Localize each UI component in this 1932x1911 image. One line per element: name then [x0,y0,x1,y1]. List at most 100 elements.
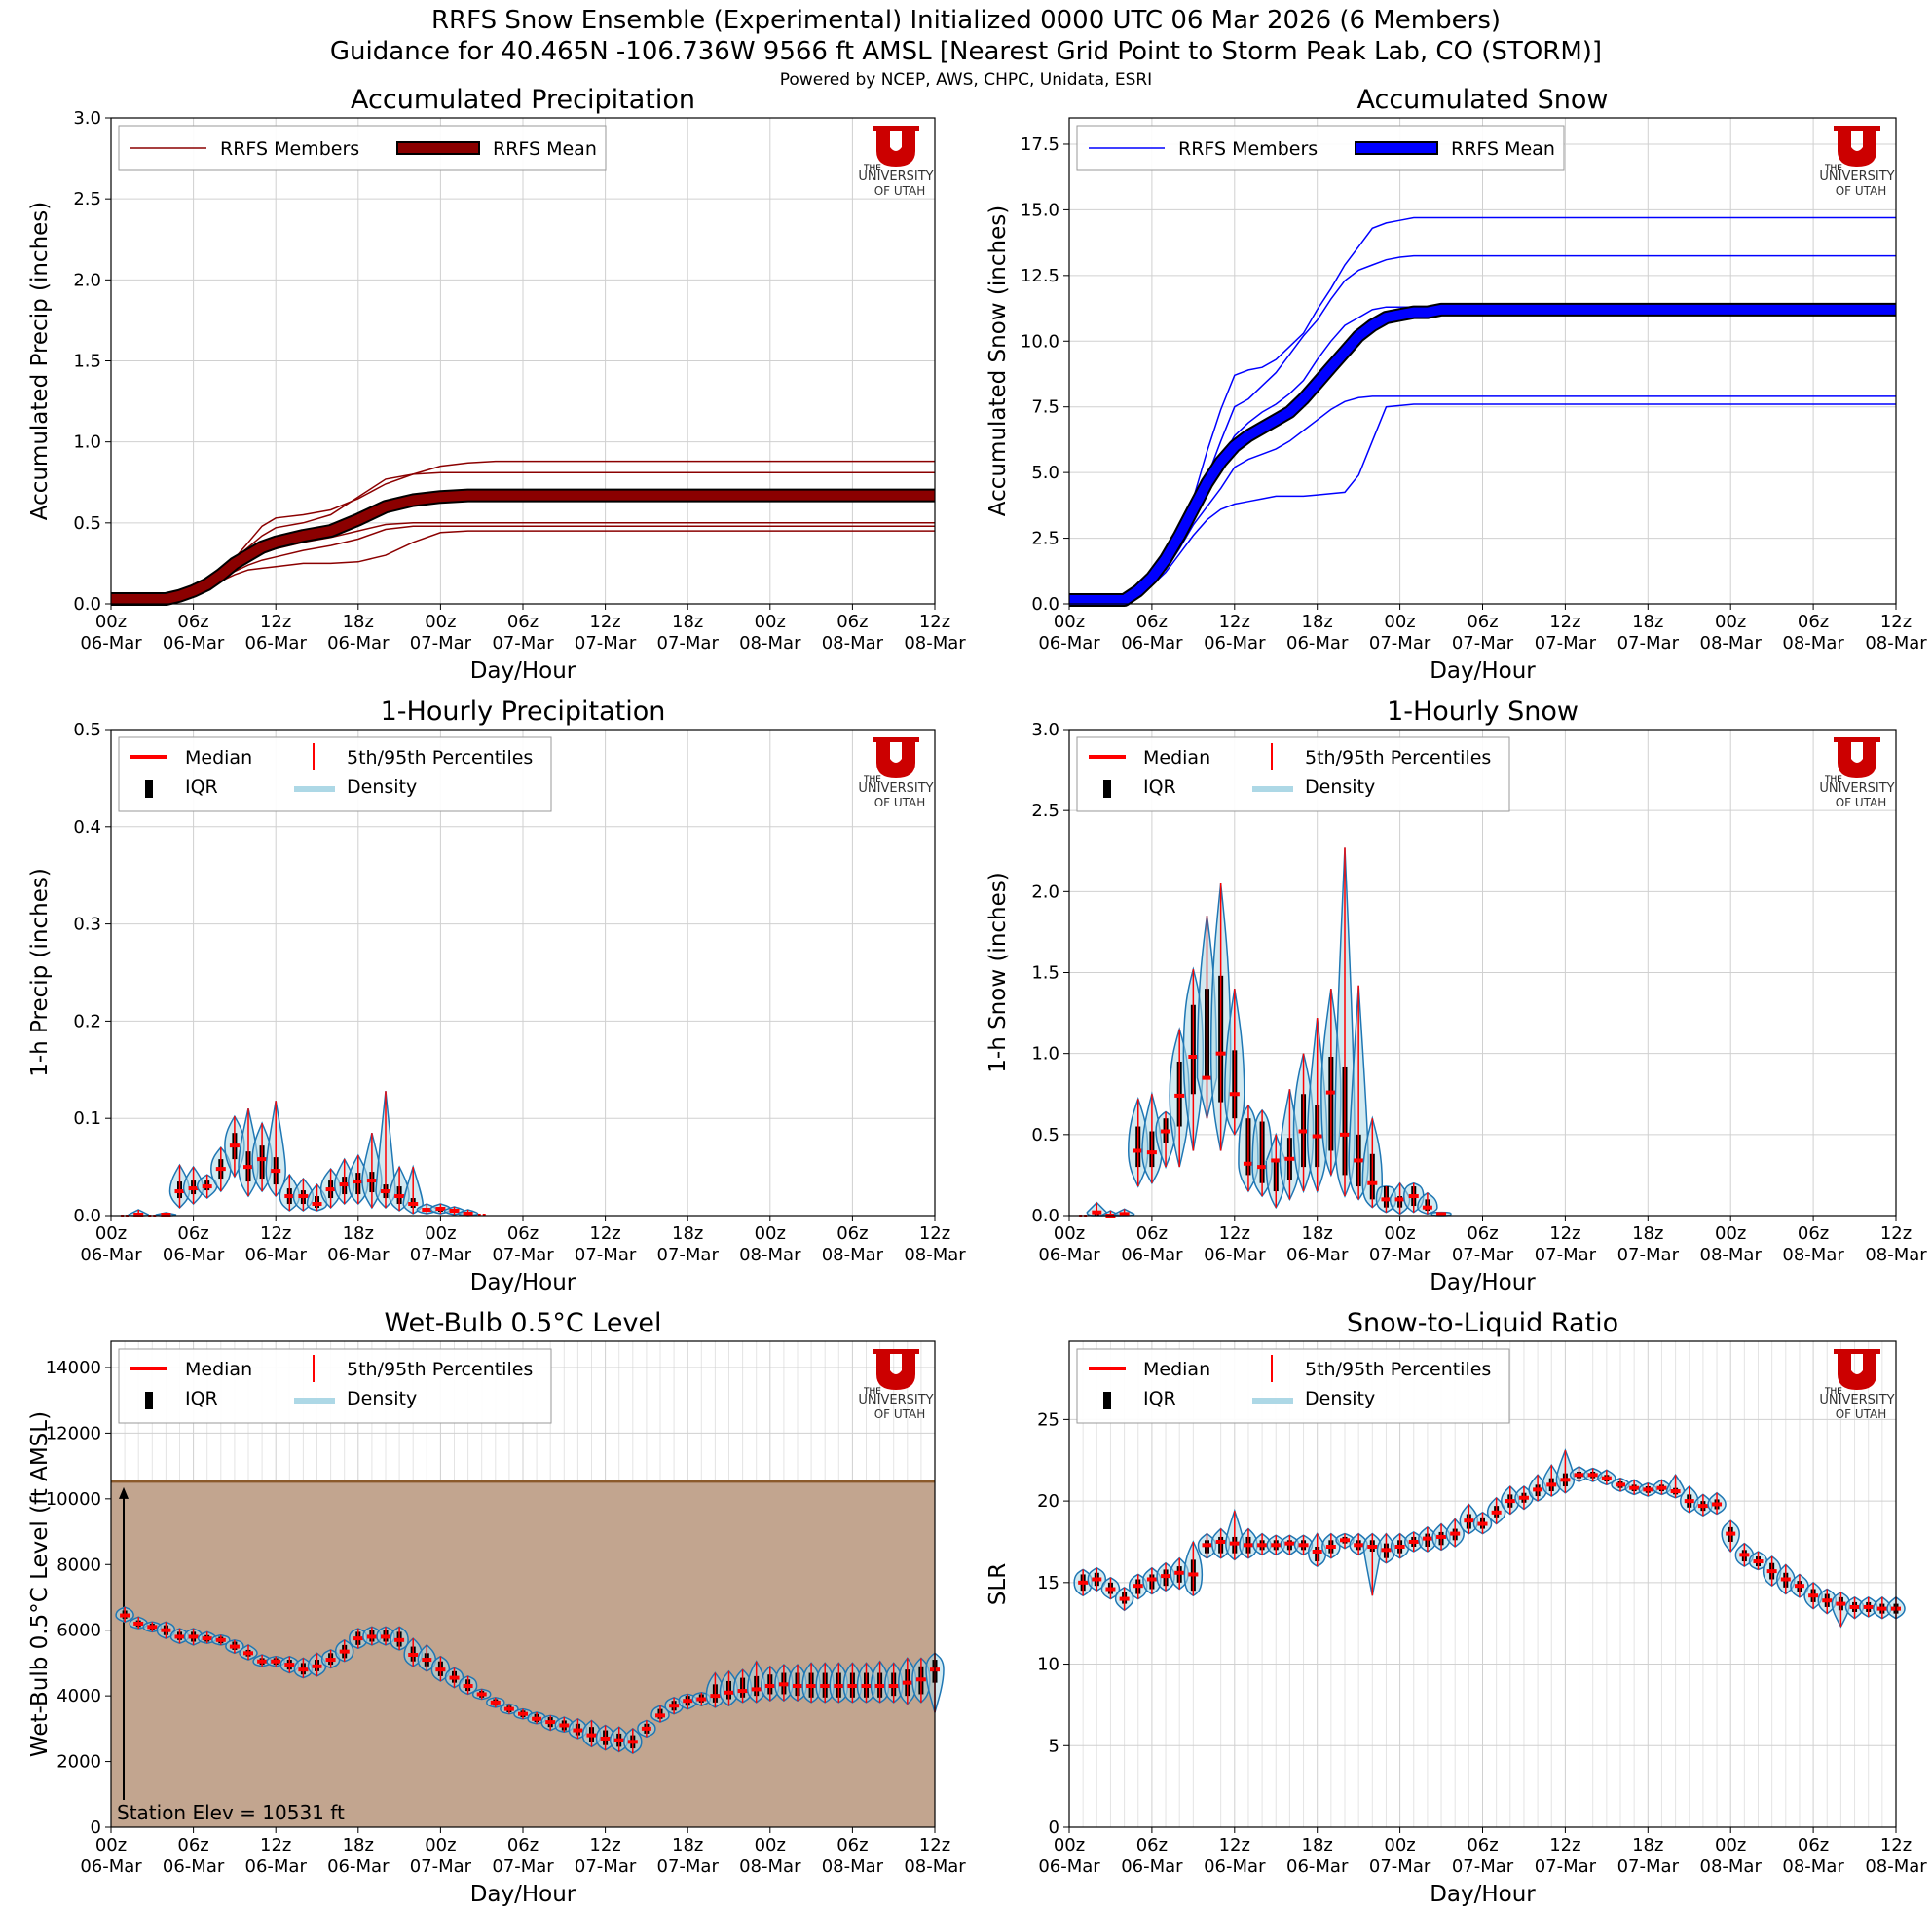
violin-hour-53 [829,1662,849,1704]
x-axis-label: Day/Hour [470,1270,576,1295]
x-tick-label-hour: 00z [1384,1835,1415,1855]
violin-hour-37 [1569,1466,1589,1482]
x-tick-label-day: 06-Mar [163,633,225,654]
x-tick-label-day: 07-Mar [1369,1245,1431,1265]
x-tick-label-day: 08-Mar [1782,1856,1844,1877]
violin-hour-53 [1790,1573,1809,1598]
university-logo-u-icon [1838,1349,1876,1390]
violin-hour-49 [774,1664,794,1703]
y-tick-label: 0.0 [73,1206,101,1226]
violin-hour-58 [898,1657,917,1705]
legend-iqr-label: IQR [1143,776,1176,798]
x-tick-label-day: 08-Mar [1782,1245,1844,1265]
panel-title: Snow-to-Liquid Ratio [1347,1308,1618,1338]
logo-the-text: THE [863,775,881,785]
x-tick-label-day: 07-Mar [657,1856,720,1877]
x-tick-label-day: 06-Mar [80,1245,142,1265]
x-tick-label-hour: 00z [1054,1835,1085,1855]
violin-hour-21 [1348,985,1369,1201]
x-tick-label-day: 06-Mar [1038,1856,1100,1877]
y-tick-label: 10000 [46,1489,101,1510]
y-tick-label: 0.5 [1031,1125,1059,1145]
x-tick-label-hour: 18z [1302,612,1333,632]
violin-hour-12 [265,1101,286,1198]
x-tick-label-hour: 12z [919,612,950,632]
y-tick-label: 0 [91,1817,101,1838]
x-tick-label-hour: 00z [1054,1223,1085,1244]
x-tick-label-day: 07-Mar [1452,1245,1514,1265]
x-tick-label-hour: 12z [1219,1835,1250,1855]
violin-hour-23 [417,1643,437,1672]
x-tick-label-day: 06-Mar [1204,1856,1266,1877]
x-tick-label-day: 08-Mar [1865,633,1927,654]
x-tick-label-day: 07-Mar [492,1856,554,1877]
logo-of-utah-text: OF UTAH [874,184,926,198]
x-tick-label-hour: 00z [1715,612,1746,632]
university-logo-u-icon [1838,126,1876,167]
x-tick-label-day: 08-Mar [822,1245,884,1265]
logo-university-text: UNIVERSITY [858,169,933,184]
violin-hour-27 [471,1688,492,1701]
university-logo-bar-icon [873,126,919,131]
x-tick-label-hour: 00z [95,1223,127,1244]
panel-4: 00z06-Mar06z06-Mar12z06-Mar18z06-Mar00z0… [985,696,1927,1295]
violin-hour-26 [458,1675,478,1696]
x-tick-label-hour: 06z [507,1223,539,1244]
x-tick-label-hour: 12z [1219,612,1250,632]
x-tick-label-day: 07-Mar [410,633,472,654]
violin-hour-30 [1472,1511,1493,1535]
x-tick-label-hour: 00z [425,1835,456,1855]
y-tick-label: 0.4 [73,817,101,838]
x-tick-label-hour: 12z [260,612,291,632]
y-tick-label: 1.5 [1031,963,1059,984]
x-tick-label-day: 08-Mar [1700,1856,1763,1877]
violin-hour-1 [115,1606,134,1624]
legend-box [1076,736,1510,812]
y-tick-label: 6000 [56,1621,101,1641]
violin-hour-29 [500,1703,519,1715]
x-tick-label-day: 07-Mar [492,1245,554,1265]
x-tick-label-hour: 12z [260,1835,291,1855]
violin-hour-57 [883,1662,904,1704]
legend-median-label: Median [185,1359,252,1380]
violin-hour-32 [1501,1485,1520,1516]
x-tick-label-hour: 06z [177,1223,208,1244]
violin-hour-12 [1225,1508,1245,1561]
violin-hour-1 [1073,1568,1093,1597]
x-tick-label-day: 07-Mar [1617,633,1680,654]
legend-pct-label: 5th/95th Percentiles [1305,747,1491,768]
violin-hour-18 [349,1628,368,1650]
x-tick-label-day: 06-Mar [327,1245,390,1265]
x-tick-label-day: 08-Mar [1865,1245,1927,1265]
legend-box [118,736,552,812]
member-line-6 [1069,403,1896,603]
logo-of-utah-text: OF UTAH [874,1407,926,1421]
x-tick-label-day: 08-Mar [904,633,966,654]
x-tick-label-hour: 00z [1384,1223,1415,1244]
y-tick-label: 3.0 [73,108,101,129]
x-tick-label-day: 07-Mar [410,1245,472,1265]
legend-members-label: RRFS Members [1178,138,1318,160]
panel-title: 1-Hourly Snow [1387,696,1579,727]
y-tick-label: 3.0 [1031,720,1059,740]
violin-hour-48 [1721,1519,1740,1554]
violin-hour-2 [128,1209,149,1218]
x-tick-label-day: 06-Mar [327,1856,390,1877]
terrain-fill [111,1480,935,1827]
x-tick-label-day: 06-Mar [80,1856,142,1877]
y-tick-label: 0.0 [73,594,101,615]
x-tick-label-hour: 18z [1632,612,1663,632]
logo-of-utah-text: OF UTAH [874,796,926,809]
violin-hour-31 [1486,1496,1506,1525]
y-tick-label: 25 [1037,1409,1059,1430]
x-axis-label: Day/Hour [470,658,576,684]
y-axis-label: Accumulated Precip (inches) [27,202,53,521]
x-tick-label-hour: 00z [1384,612,1415,632]
y-tick-label: 5 [1049,1736,1059,1756]
violin-hour-29 [1459,1503,1479,1535]
x-tick-label-hour: 18z [672,1223,703,1244]
x-tick-label-hour: 12z [1549,1835,1580,1855]
figure-subtitle: Guidance for 40.465N -106.736W 9566 ft A… [329,37,1603,66]
x-tick-label-hour: 18z [1632,1223,1663,1244]
x-tick-label-day: 07-Mar [575,1856,637,1877]
